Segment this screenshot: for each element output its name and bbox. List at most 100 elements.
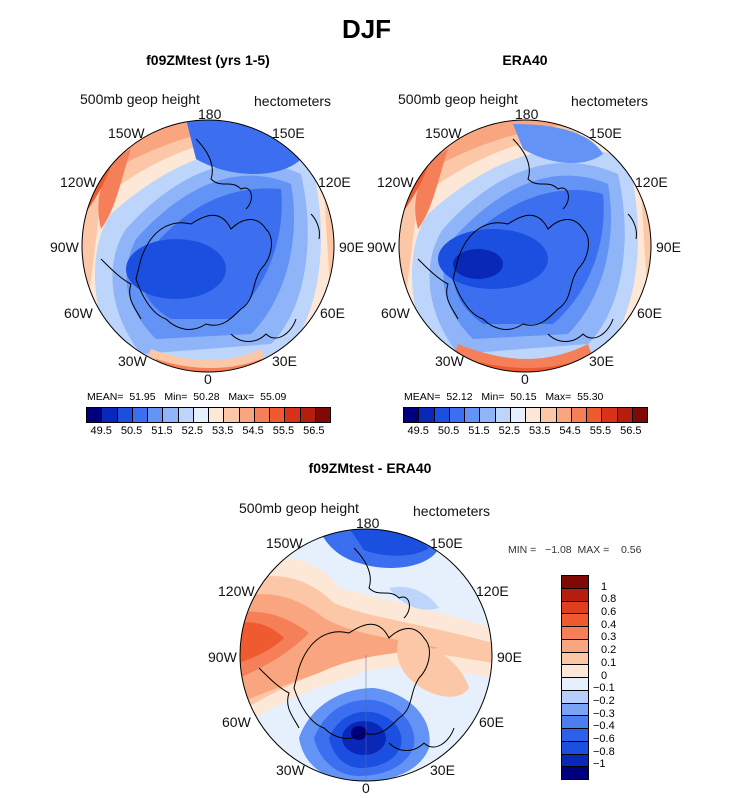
- colorbar-swatch: [562, 716, 588, 729]
- panel-1-polar-map: [81, 119, 335, 373]
- p3-lon-30w: 30W: [276, 762, 305, 778]
- p1-lon-0: 0: [204, 371, 212, 387]
- colorbar-swatch: [562, 690, 588, 704]
- colorbar-tick-label: 54.5: [559, 425, 581, 437]
- colorbar-tick-label: −0.8: [593, 745, 615, 758]
- panel-3-stats: MIN = −1.08 MAX = 0.56: [508, 544, 642, 556]
- p2-lon-30e: 30E: [589, 353, 614, 369]
- panel-2-units-label: hectometers: [571, 93, 649, 109]
- colorbar-swatch: [465, 408, 481, 422]
- panel-2-colorbar: [403, 407, 648, 423]
- colorbar-swatch: [587, 408, 603, 422]
- colorbar-tick-label: 50.5: [437, 425, 460, 437]
- p3-lon-120e: 120E: [476, 583, 509, 599]
- colorbar-swatch: [148, 408, 164, 422]
- p2-lon-180: 180: [515, 106, 539, 122]
- colorbar-swatch: [102, 408, 118, 422]
- panel-2-colorbar-ticks: 49.5 50.5 51.5 52.5 53.5 54.5 55.5 56.5: [403, 425, 646, 439]
- colorbar-tick-label: −0.6: [593, 732, 615, 745]
- panel-1-title: f09ZMtest (yrs 1-5): [146, 52, 270, 68]
- colorbar-swatch: [300, 408, 316, 422]
- colorbar-tick-label: 53.5: [211, 425, 234, 437]
- colorbar-tick-label: 0.8: [601, 593, 617, 606]
- p3-lon-60w: 60W: [222, 714, 251, 730]
- p3-lon-150w: 150W: [266, 535, 303, 551]
- p3-lon-60e: 60E: [479, 714, 504, 730]
- p1-lon-120w: 120W: [60, 174, 97, 190]
- colorbar-tick-label: 1: [601, 580, 608, 593]
- colorbar-swatch: [434, 408, 450, 422]
- colorbar-swatch: [193, 408, 209, 422]
- p2-lon-60w: 60W: [381, 305, 410, 321]
- colorbar-tick-label: 55.5: [272, 425, 295, 437]
- panel-1-units-label: hectometers: [254, 93, 332, 109]
- panel-2-stats: MEAN= 52.12 Min= 50.15 Max= 55.30: [404, 391, 604, 403]
- p3-lon-30e: 30E: [430, 762, 455, 778]
- p2-lon-120e: 120E: [635, 174, 668, 190]
- colorbar-swatch: [632, 408, 647, 422]
- colorbar-tick-label: 56.5: [620, 425, 642, 437]
- colorbar-tick-label: 0.4: [601, 618, 617, 631]
- colorbar-swatch: [541, 408, 557, 422]
- colorbar-swatch: [315, 408, 330, 422]
- panel-3-variable-label: 500mb geop height: [239, 500, 359, 516]
- colorbar-swatch: [562, 703, 588, 717]
- p1-lon-60w: 60W: [64, 305, 93, 321]
- colorbar-swatch: [562, 601, 588, 615]
- p1-lon-90e: 90E: [339, 239, 364, 255]
- colorbar-swatch: [163, 408, 179, 422]
- colorbar-swatch: [562, 678, 588, 691]
- colorbar-tick-label: 49.5: [90, 425, 112, 437]
- colorbar-tick-label: 0.2: [601, 644, 617, 657]
- p3-lon-180: 180: [356, 515, 380, 531]
- p3-lon-120w: 120W: [218, 583, 255, 599]
- p2-lon-60e: 60E: [637, 305, 662, 321]
- colorbar-tick-label: 0: [601, 669, 608, 682]
- p1-lon-120e: 120E: [318, 174, 351, 190]
- p2-lon-30w: 30W: [435, 353, 464, 369]
- p2-lon-0: 0: [521, 371, 529, 387]
- colorbar-swatch: [562, 767, 588, 779]
- colorbar-tick-label: −0.3: [593, 707, 615, 720]
- p2-lon-120w: 120W: [377, 174, 414, 190]
- colorbar-tick-label: 0.3: [601, 631, 617, 644]
- p1-lon-180: 180: [198, 106, 222, 122]
- panel-1-colorbar-ticks: 49.5 50.5 51.5 52.5 53.5 54.5 55.5 56.5: [86, 425, 329, 439]
- colorbar-swatch: [602, 408, 618, 422]
- colorbar-tick-label: 0.6: [601, 606, 617, 619]
- colorbar-tick-label: 51.5: [468, 425, 490, 437]
- colorbar-tick-label: 50.5: [120, 425, 143, 437]
- colorbar-tick-label: 55.5: [589, 425, 612, 437]
- colorbar-swatch: [526, 408, 542, 422]
- colorbar-swatch: [562, 614, 588, 627]
- colorbar-swatch: [209, 408, 225, 422]
- p2-lon-90w: 90W: [367, 239, 396, 255]
- colorbar-swatch: [285, 408, 301, 422]
- p1-lon-30w: 30W: [118, 353, 147, 369]
- p1-lon-150w: 150W: [108, 125, 145, 141]
- panel-2-variable-label: 500mb geop height: [398, 91, 518, 107]
- panel-3-title: f09ZMtest - ERA40: [308, 460, 432, 476]
- panel-3-colorbar-ticks: 1 0.8 0.6 0.4 0.3 0.2 0.1 0 −0.1 −0.2 −0.3 −0.4 −0.6…: [593, 575, 633, 778]
- colorbar-swatch: [449, 408, 465, 422]
- colorbar-swatch: [571, 408, 587, 422]
- colorbar-tick-label: 56.5: [303, 425, 325, 437]
- colorbar-swatch: [562, 627, 588, 640]
- colorbar-swatch: [562, 729, 588, 742]
- p1-lon-90w: 90W: [50, 239, 79, 255]
- colorbar-swatch: [87, 408, 103, 422]
- colorbar-swatch: [562, 652, 588, 666]
- colorbar-swatch: [132, 408, 148, 422]
- p3-lon-150e: 150E: [430, 535, 463, 551]
- p2-lon-150e: 150E: [589, 125, 622, 141]
- panel-1-colorbar: [86, 407, 331, 423]
- panel-3-colorbar: [561, 575, 589, 780]
- colorbar-swatch: [117, 408, 133, 422]
- colorbar-tick-label: −0.2: [593, 694, 615, 707]
- colorbar-tick-label: 54.5: [242, 425, 264, 437]
- colorbar-swatch: [270, 408, 286, 422]
- colorbar-tick-label: 52.5: [181, 425, 204, 437]
- colorbar-tick-label: 0.1: [601, 656, 617, 669]
- p3-lon-90w: 90W: [208, 649, 237, 665]
- p2-lon-150w: 150W: [425, 125, 462, 141]
